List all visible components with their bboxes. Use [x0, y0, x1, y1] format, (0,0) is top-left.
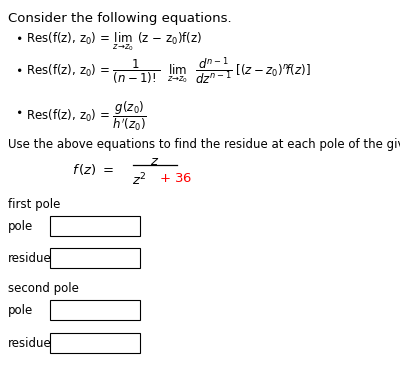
- Text: Res(f(z), z$_0$) = $\lim_{z\to z_0}$ (z $-$ z$_0$)f(z): Res(f(z), z$_0$) = $\lim_{z\to z_0}$ (z …: [26, 30, 202, 53]
- Text: Consider the following equations.: Consider the following equations.: [8, 12, 232, 25]
- FancyBboxPatch shape: [50, 248, 140, 268]
- Text: Res(f(z), z$_0$) = $\dfrac{1}{(n-1)!}$  $\lim_{z\to z_0}$  $\dfrac{d^{n-1}}{dz^{: Res(f(z), z$_0$) = $\dfrac{1}{(n-1)!}$ $…: [26, 56, 311, 87]
- FancyBboxPatch shape: [50, 300, 140, 320]
- Text: $f\,(z)\ =$: $f\,(z)\ =$: [72, 162, 115, 177]
- Text: Use the above equations to find the residue at each pole of the given function.: Use the above equations to find the resi…: [8, 138, 400, 151]
- Text: $\bullet$: $\bullet$: [15, 30, 22, 43]
- Text: $\bullet$: $\bullet$: [15, 104, 22, 117]
- Text: second pole: second pole: [8, 282, 79, 295]
- Text: pole: pole: [8, 304, 33, 317]
- FancyBboxPatch shape: [50, 216, 140, 236]
- Text: $z$: $z$: [150, 155, 160, 168]
- Text: residue: residue: [8, 252, 52, 265]
- Text: $z^2$: $z^2$: [132, 172, 146, 189]
- Text: Res(f(z), z$_0$) = $\dfrac{g(z_0)}{h'(z_0)}$: Res(f(z), z$_0$) = $\dfrac{g(z_0)}{h'(z_…: [26, 100, 147, 133]
- Text: residue: residue: [8, 337, 52, 350]
- Text: $+\ 36$: $+\ 36$: [159, 172, 192, 185]
- Text: pole: pole: [8, 220, 33, 233]
- Text: first pole: first pole: [8, 198, 60, 211]
- FancyBboxPatch shape: [50, 333, 140, 353]
- Text: $\bullet$: $\bullet$: [15, 62, 22, 75]
